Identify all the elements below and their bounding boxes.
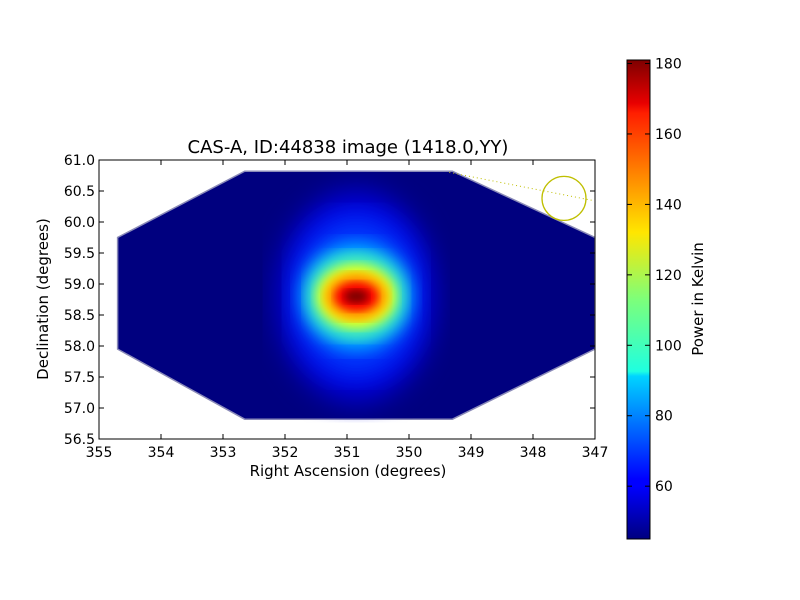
y-tick-label: 56.5: [64, 432, 95, 448]
x-tick-label: 354: [148, 445, 175, 461]
y-tick-label: 57.5: [64, 370, 95, 386]
source-emission: [278, 191, 435, 402]
y-tick-label: 58.5: [64, 308, 95, 324]
y-tick-label: 59.0: [64, 277, 95, 293]
colorbar-tick-label: 180: [655, 57, 682, 73]
beam-direction-line: [449, 171, 592, 201]
x-tick-label: 348: [520, 445, 547, 461]
colorbar: 60 80 100 120 140 160 180 Power in Kelvin: [626, 57, 707, 540]
x-axis-label: Right Ascension (degrees): [250, 462, 447, 480]
x-tick-label: 351: [334, 445, 361, 461]
y-tick-label: 57.0: [64, 401, 95, 417]
x-tick-label: 352: [272, 445, 299, 461]
beam-marker-circle: [541, 175, 587, 222]
x-tick-label: 347: [582, 445, 609, 461]
colorbar-gradient: [626, 59, 651, 540]
x-tick-label: 350: [396, 445, 423, 461]
y-tick-label: 61.0: [64, 153, 95, 169]
plot-area: [99, 160, 595, 439]
colorbar-label: Power in Kelvin: [689, 242, 707, 356]
colorbar-tick-label: 160: [655, 127, 682, 143]
colorbar-ticks: 60 80 100 120 140 160 180: [627, 57, 682, 495]
chart-title: CAS-A, ID:44838 image (1418.0,YY): [188, 137, 509, 158]
colorbar-tick-label: 60: [655, 479, 673, 495]
y-tick-label: 60.0: [64, 215, 95, 231]
colorbar-tick-label: 120: [655, 268, 682, 284]
colorbar-tick-label: 80: [655, 409, 673, 425]
y-axis-ticks: 56.5 57.0 57.5 58.0 58.5 59.0 59.5 60.0 60.5 61.0: [64, 153, 595, 448]
y-tick-label: 60.5: [64, 184, 95, 200]
y-axis-label: Declination (degrees): [34, 218, 52, 380]
x-axis-ticks: 355 354 353 352 351 350 349 348 347: [86, 160, 609, 461]
y-tick-label: 59.5: [64, 246, 95, 262]
x-tick-label: 349: [458, 445, 485, 461]
colorbar-tick-label: 100: [655, 338, 682, 354]
x-tick-label: 353: [210, 445, 237, 461]
emission-level-7: [344, 289, 369, 304]
y-tick-label: 58.0: [64, 339, 95, 355]
x-tick-label: 355: [86, 445, 113, 461]
colorbar-tick-label: 140: [655, 197, 682, 213]
